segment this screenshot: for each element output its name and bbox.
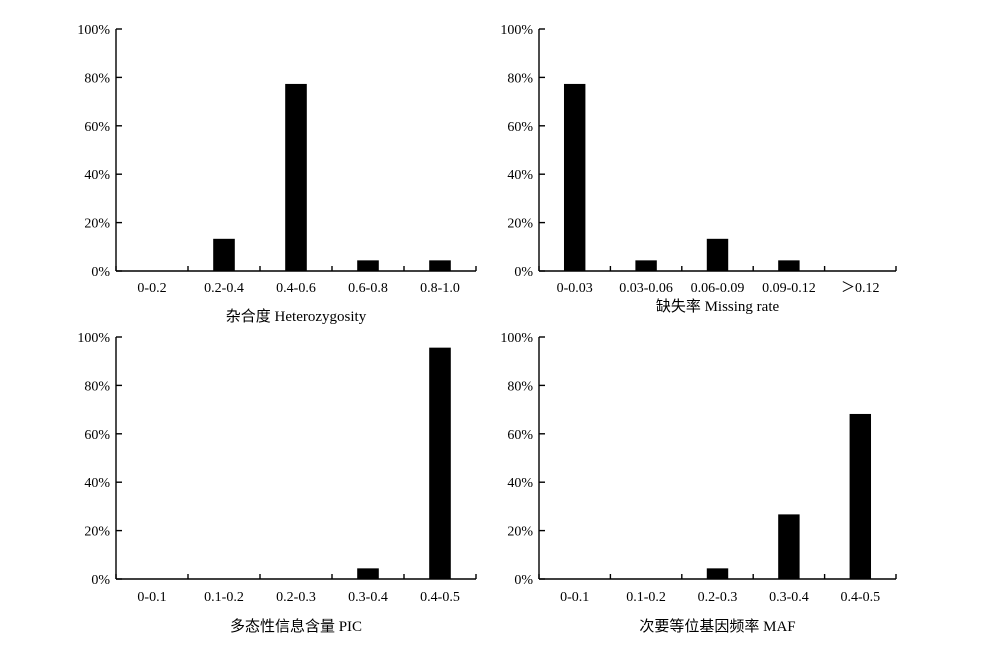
y-tick-label: 100% [77,331,110,346]
x-tick-label: 0.2-0.3 [698,590,738,605]
x-tick-label: 0.06-0.09 [691,281,745,296]
bar [706,568,729,579]
y-tick-label: 60% [84,428,110,443]
bar [635,260,657,271]
x-tick-label: 0.4-0.5 [420,590,460,605]
y-tick-label: 20% [84,525,110,540]
x-axis-title: 缺失率 Missing rate [656,298,780,315]
y-tick-label: 40% [507,168,533,183]
y-tick-label: 60% [84,120,110,135]
x-tick-label: 0-0.2 [137,281,166,296]
x-tick-label: 0.03-0.06 [619,281,673,296]
bar [563,83,586,272]
bar [429,260,451,271]
y-tick-label: 60% [507,120,533,135]
chart-panel-3: 0% 20% 40% 60% 80% 100% 0-0.1 0.1-0.2 0.2-0.3 0.3… [77,331,477,635]
x-axis-title: 杂合度 Heterozygosity [226,308,367,325]
y-tick-label: 0% [514,265,533,280]
bar [429,347,451,579]
x-axis-title: 多态性信息含量 PIC [230,618,362,635]
x-tick-label: 0.4-0.6 [276,281,316,296]
x-tick-label: 0.09-0.12 [762,281,816,296]
y-tick-label: 20% [84,217,110,232]
x-tick-label: 0.8-1.0 [420,281,460,296]
x-tick-label: 0.3-0.4 [348,590,388,605]
y-tick-label: 40% [507,476,533,491]
bar [357,260,379,271]
y-tick-label: 40% [84,168,110,183]
bar [213,238,235,271]
y-tick-label: 100% [77,23,110,38]
chart-panel-1: 0% 20% 40% 60% 80% 100% 0-0.2 0.2-0.4 0.4-0.6 0.6… [77,23,477,325]
x-axis-title: 次要等位基因频率 MAF [639,617,795,635]
x-tick-label: 0-0.1 [560,590,589,605]
y-tick-label: 0% [91,573,110,588]
bar [778,260,800,271]
chart-panel-2: 0% 20% 40% 60% 80% 100% 0-0.03 0.03-0.06 0.06-0.… [500,23,897,315]
x-tick-label: 0-0.1 [137,590,166,605]
x-tick-label: 0.2-0.3 [276,590,316,605]
chart-panel-4: 0% 20% 40% 60% 80% 100% 0-0.1 0.1-0.2 0.2-0.3 0.3… [500,331,897,635]
y-tick-label: 0% [514,573,533,588]
bar [706,238,729,271]
x-tick-label: 0.2-0.4 [204,281,244,296]
bar [357,568,379,579]
x-tick-label: 0.6-0.8 [348,281,388,296]
y-tick-label: 40% [84,476,110,491]
y-tick-label: 60% [507,428,533,443]
y-tick-label: 20% [507,525,533,540]
x-tick-label: 0.1-0.2 [204,590,244,605]
y-tick-label: 20% [507,217,533,232]
y-tick-label: 100% [500,331,533,346]
y-tick-label: 80% [84,71,110,86]
y-tick-label: 80% [84,379,110,394]
bar [849,413,872,579]
x-tick-label: ＞0.12 [841,281,880,296]
x-tick-label: 0-0.03 [557,281,593,296]
y-tick-label: 80% [507,379,533,394]
x-tick-label: 0.3-0.4 [769,590,809,605]
y-tick-label: 0% [91,265,110,280]
bar [285,83,307,272]
bar [778,514,800,579]
y-tick-label: 80% [507,71,533,86]
x-tick-label: 0.4-0.5 [840,590,880,605]
y-tick-label: 100% [500,23,533,38]
x-tick-label: 0.1-0.2 [626,590,666,605]
